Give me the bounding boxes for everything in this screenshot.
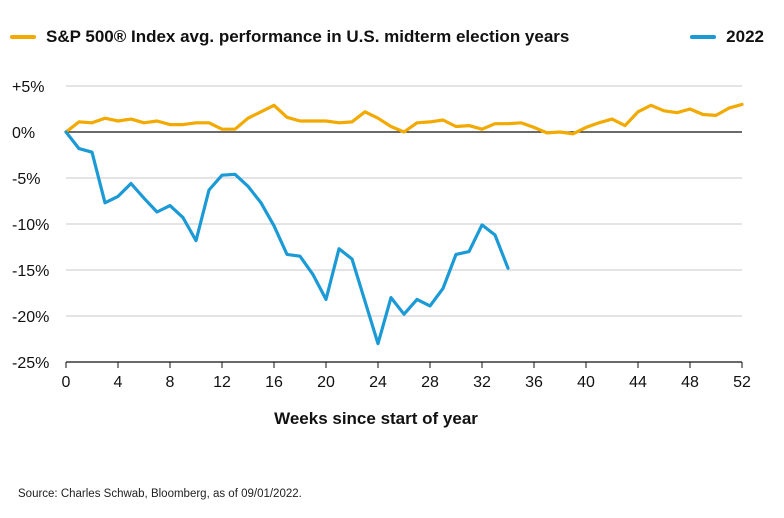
x-tick-label: 40 bbox=[577, 374, 595, 391]
x-tick-label: 32 bbox=[473, 374, 491, 391]
legend-swatch-2022 bbox=[690, 35, 717, 39]
x-tick-label: 24 bbox=[369, 374, 387, 391]
x-tick-label: 8 bbox=[166, 374, 175, 391]
x-tick-label: 28 bbox=[421, 374, 439, 391]
legend-item-avg: S&P 500® Index avg. performance in U.S. … bbox=[10, 27, 569, 47]
y-tick-label: -10% bbox=[12, 217, 49, 234]
x-tick-label: 36 bbox=[525, 374, 543, 391]
legend-swatch-avg bbox=[10, 35, 36, 39]
legend-item-2022: 2022 bbox=[690, 27, 764, 47]
y-tick-label: -25% bbox=[12, 355, 49, 372]
x-tick-label: 52 bbox=[733, 374, 751, 391]
source-note: Source: Charles Schwab, Bloomberg, as of… bbox=[18, 488, 302, 500]
y-tick-label: -5% bbox=[12, 171, 40, 188]
legend: S&P 500® Index avg. performance in U.S. … bbox=[10, 24, 764, 50]
legend-label-avg: S&P 500® Index avg. performance in U.S. … bbox=[46, 27, 570, 46]
line-chart: +5%0%-5%-10%-15%-20%-25%0 4 8 12 16 20 24 28 32 3… bbox=[12, 79, 751, 428]
x-tick-label: 12 bbox=[213, 374, 231, 391]
series-line-avg bbox=[64, 102, 744, 136]
y-tick-label: 0% bbox=[12, 125, 35, 142]
x-tick-label: 48 bbox=[681, 374, 699, 391]
y-tick-label: -15% bbox=[12, 263, 49, 280]
y-tick-label: +5% bbox=[12, 79, 44, 96]
x-tick-label: 16 bbox=[265, 374, 283, 391]
x-tick-label: 20 bbox=[317, 374, 335, 391]
series-line-2022 bbox=[64, 130, 510, 346]
x-tick-label: 44 bbox=[629, 374, 647, 391]
x-axis-title: Weeks since start of year bbox=[274, 409, 478, 428]
x-tick-label: 4 bbox=[114, 374, 123, 391]
legend-label-2022: 2022 bbox=[726, 27, 764, 46]
x-tick-label: 0 bbox=[62, 374, 71, 391]
y-tick-label: -20% bbox=[12, 309, 49, 326]
